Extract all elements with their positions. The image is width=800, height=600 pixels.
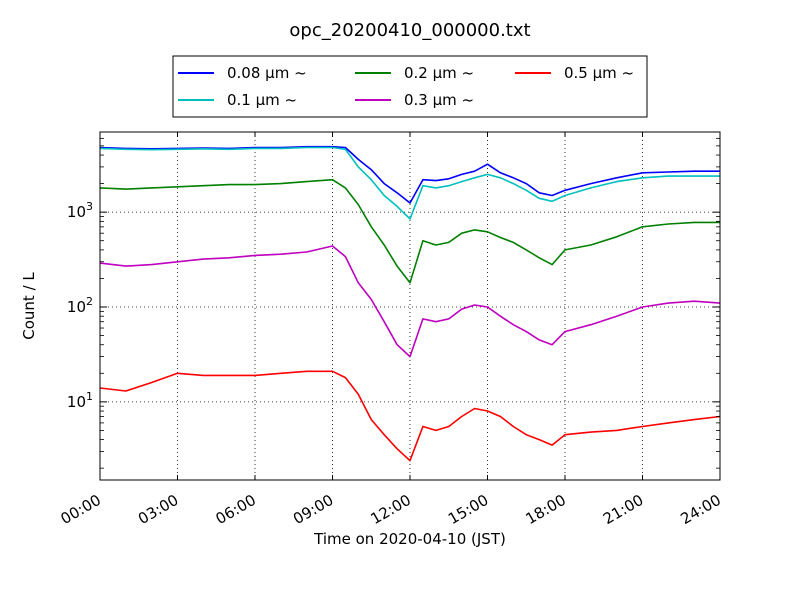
chart-title: opc_20200410_000000.txt (289, 20, 530, 41)
x-tick-label: 18:00 (523, 491, 569, 528)
series-line-5 (99, 370, 721, 462)
x-axis-label: Time on 2020-04-10 (JST) (313, 530, 506, 548)
series-line-1 (99, 145, 720, 204)
x-tick-label: 12:00 (368, 491, 414, 528)
series-line-4 (99, 245, 721, 358)
legend-label: 0.5 μm ~ (564, 64, 634, 82)
series-layer (99, 145, 721, 462)
series-line-2 (99, 146, 720, 220)
series-line-3 (99, 178, 720, 284)
x-tick-label: 03:00 (135, 491, 181, 528)
legend-box (172, 55, 648, 118)
x-tick-label: 15:00 (445, 491, 491, 528)
y-axis-label: Count / L (20, 272, 38, 340)
y-axis: 101 102 103 (67, 131, 720, 469)
y-tick-label: 102 (67, 295, 93, 316)
y-tick-label: 101 (67, 390, 93, 411)
x-axis: 00:00 03:00 06:00 09:00 12:00 15:00 18:00 21:00… (58, 132, 724, 528)
grid (100, 132, 720, 480)
legend-label: 0.3 μm ~ (404, 91, 474, 109)
legend: 0.08 μm ~ 0.1 μm ~ 0.2 μm ~ 0.3 μm ~ 0.5 μm … (172, 55, 648, 118)
x-tick-label: 24:00 (678, 491, 724, 528)
y-tick-label: 103 (67, 200, 93, 221)
x-tick-label: 00:00 (58, 491, 104, 528)
legend-label: 0.2 μm ~ (404, 64, 474, 82)
x-tick-label: 06:00 (213, 491, 259, 528)
x-tick-label: 09:00 (290, 491, 336, 528)
legend-label: 0.1 μm ~ (227, 91, 297, 109)
x-tick-label: 21:00 (600, 491, 646, 528)
legend-label: 0.08 μm ~ (227, 64, 307, 82)
